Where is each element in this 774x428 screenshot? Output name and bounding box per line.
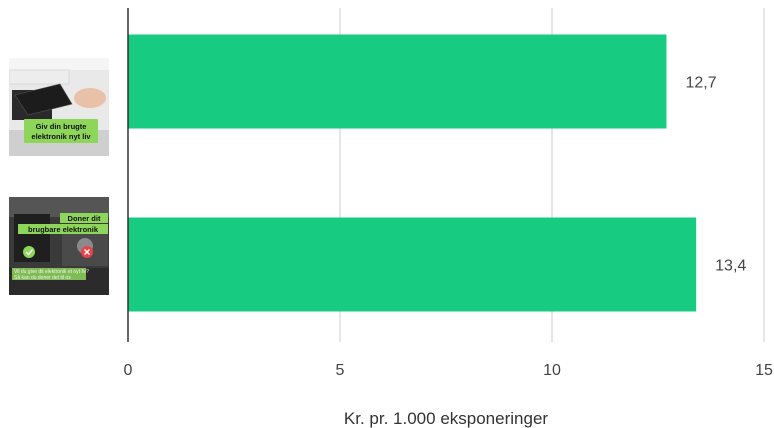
- data-labels: 12,7 13,4: [685, 75, 746, 275]
- thumbnail-2-small-text-1: Vil du give dit elektronik et nyt liv?: [14, 269, 89, 275]
- category-thumbnail-1: Giv din brugte elektronik nyt liv: [9, 58, 109, 156]
- x-axis-title: Kr. pr. 1.000 eksponeringer: [344, 409, 548, 428]
- thumbnail-1-caption-line-2: elektronik nyt liv: [31, 132, 91, 141]
- category-thumbnail-2: Doner dit brugbare elektronik Vil du giv…: [9, 197, 109, 295]
- data-label-1: 12,7: [685, 75, 716, 92]
- thumbnail-1-caption-line-1: Giv din brugte: [36, 122, 87, 131]
- x-tick-label-0: 0: [124, 362, 133, 379]
- x-tick-label-5: 5: [336, 362, 345, 379]
- cross-icon: [81, 246, 93, 258]
- x-tick-label-10: 10: [543, 362, 561, 379]
- bars: [128, 34, 697, 312]
- checkmark-icon: [23, 246, 35, 258]
- data-label-2: 13,4: [715, 258, 746, 275]
- bar-2: [128, 217, 697, 312]
- x-tick-label-15: 15: [755, 362, 773, 379]
- thumbnail-2-caption-line-1: Doner dit: [68, 214, 101, 223]
- thumbnail-2-caption-line-2: brugbare elektronik: [28, 225, 99, 234]
- thumbnail-2-small-text-2: Så kan du doner det til os: [14, 274, 71, 281]
- x-tick-labels: 0 5 10 15: [124, 362, 773, 379]
- bar-1: [128, 34, 667, 129]
